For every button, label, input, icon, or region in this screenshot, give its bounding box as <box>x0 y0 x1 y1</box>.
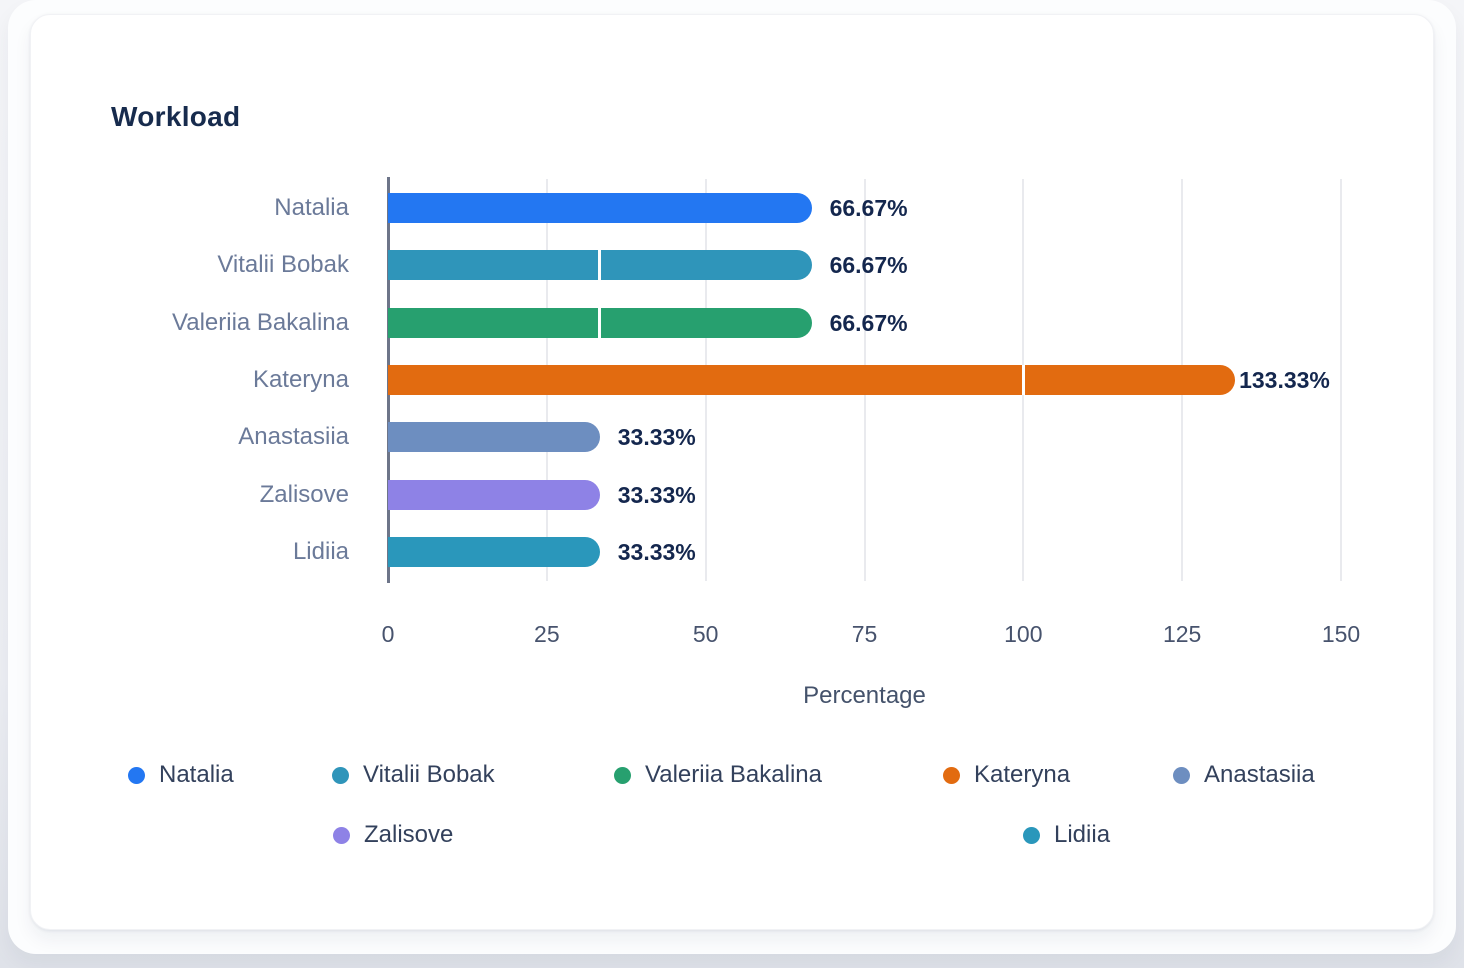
category-label: Zalisove <box>259 480 349 508</box>
legend-dot-icon <box>333 826 350 844</box>
category-label: Valeriia Bakalina <box>172 308 349 336</box>
legend-item-lidiia[interactable]: Lidiia <box>1023 820 1110 850</box>
bar-segment-divider <box>598 250 602 281</box>
legend-label: Natalia <box>159 761 234 788</box>
workload-bar[interactable] <box>388 365 1236 395</box>
legend-dot-icon <box>1023 826 1040 844</box>
x-tick-label-25: 25 <box>534 621 560 647</box>
legend-label: Valeriia Bakalina <box>645 761 822 788</box>
x-tick-label-125: 125 <box>1162 621 1202 647</box>
bar-value-label: 66.67% <box>829 252 908 279</box>
legend-dot-icon <box>128 766 145 784</box>
legend-item-valeriia-bakalina[interactable]: Valeriia Bakalina <box>614 760 822 790</box>
bar-value-label: 33.33% <box>617 539 696 566</box>
workload-bar[interactable] <box>388 537 600 568</box>
legend-item-natalia[interactable]: Natalia <box>128 760 234 790</box>
legend-dot-icon <box>943 766 960 784</box>
workload-card: Workload Percentage 0 25 50 75 100 125 150 Nata… <box>30 14 1434 930</box>
x-tick-label-150: 150 <box>1321 621 1361 647</box>
legend-item-zalisove[interactable]: Zalisove <box>333 820 453 850</box>
legend-label: Zalisove <box>364 821 454 848</box>
x-tick-label-50: 50 <box>692 621 719 647</box>
x-axis-label: Percentage <box>803 682 926 709</box>
category-label: Anastasiia <box>238 423 349 451</box>
x-tick-label-100: 100 <box>1004 621 1043 647</box>
legend-item-vitalii-bobak[interactable]: Vitalii Bobak <box>332 760 495 790</box>
legend-item-kateryna[interactable]: Kateryna <box>943 760 1070 790</box>
x-tick-label-0: 0 <box>381 621 395 647</box>
workload-bar[interactable] <box>388 479 600 510</box>
workload-bar[interactable] <box>388 422 600 453</box>
legend-label: Vitalii Bobak <box>363 761 495 788</box>
workload-bar[interactable] <box>388 192 812 223</box>
gridline-150 <box>1340 179 1342 581</box>
category-label: Lidiia <box>292 538 349 566</box>
legend-dot-icon <box>614 766 631 784</box>
legend-dot-icon <box>332 766 349 784</box>
legend-label: Kateryna <box>974 761 1071 788</box>
bar-value-label: 133.33% <box>1239 367 1330 393</box>
chart-title: Workload <box>111 101 241 132</box>
category-label: Natalia <box>274 193 349 221</box>
x-tick-label-75: 75 <box>851 621 878 647</box>
bar-value-label: 33.33% <box>617 481 696 508</box>
bar-value-label: 33.33% <box>617 424 696 451</box>
bar-segment-divider <box>598 307 602 338</box>
bar-segment-divider <box>1021 365 1025 395</box>
plot-area: Percentage 0 25 50 75 100 125 150 Natalia 66.67%… <box>172 177 1360 709</box>
legend-label: Anastasiia <box>1204 761 1315 788</box>
workload-bar[interactable] <box>388 250 812 281</box>
legend-item-anastasiia[interactable]: Anastasiia <box>1173 760 1315 790</box>
outer-panel: Workload Percentage 0 25 50 75 100 125 150 Nata… <box>8 0 1456 954</box>
legend-dot-icon <box>1173 766 1190 784</box>
legend-label: Lidiia <box>1054 821 1111 848</box>
workload-bar[interactable] <box>388 307 812 338</box>
category-label: Vitalii Bobak <box>217 251 349 279</box>
bar-value-label: 66.67% <box>829 194 908 221</box>
bar-value-label: 66.67% <box>829 309 908 336</box>
category-label: Kateryna <box>252 366 349 393</box>
